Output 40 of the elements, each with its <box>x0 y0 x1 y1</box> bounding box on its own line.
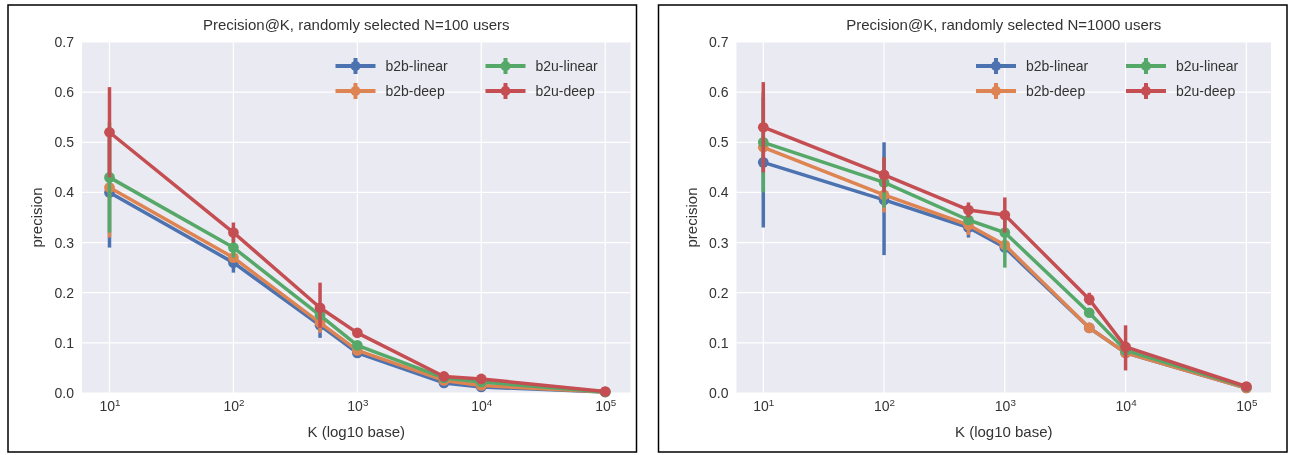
legend-label: b2u-deep <box>1176 83 1236 99</box>
y-tick-label: 0.6 <box>709 84 729 101</box>
legend-label: b2u-linear <box>1176 58 1239 74</box>
y-tick-label: 0.7 <box>54 33 75 50</box>
y-tick-label: 0.3 <box>709 234 729 251</box>
legend-label: b2b-deep <box>385 83 445 99</box>
y-tick-label: 0.5 <box>54 134 75 151</box>
chart-title: Precision@K, randomly selected N=100 users <box>202 16 510 33</box>
y-tick-label: 0.0 <box>709 384 729 401</box>
y-axis-title: precision <box>682 187 700 248</box>
y-tick-label: 0.4 <box>709 184 729 201</box>
legend-label: b2b-deep <box>1026 83 1086 99</box>
x-tick-label: 10$^{3}$ <box>994 396 1017 414</box>
y-tick-label: 0.1 <box>709 334 729 351</box>
legend-label: b2u-deep <box>535 83 595 99</box>
y-tick-label: 0.5 <box>709 134 729 151</box>
y-axis-title: precision <box>28 187 45 248</box>
x-tick-label: 10$^{1}$ <box>99 396 121 414</box>
y-tick-label: 0.3 <box>54 234 75 251</box>
x-tick-label: 10$^{5}$ <box>1236 396 1258 414</box>
y-tick-label: 0.0 <box>54 384 75 401</box>
x-tick-label: 10$^{2}$ <box>874 396 896 414</box>
legend-label: b2u-linear <box>535 58 599 74</box>
legend-label: b2b-linear <box>1026 58 1089 74</box>
y-tick-label: 0.6 <box>54 84 75 101</box>
y-tick-label: 0.4 <box>54 184 75 201</box>
x-axis-title: K (log10 base) <box>307 423 406 440</box>
legend-label: b2b-linear <box>385 58 449 74</box>
x-tick-label: 10$^{5}$ <box>595 396 617 414</box>
chart-title: Precision@K, randomly selected N=1000 users <box>846 16 1162 33</box>
y-tick-label: 0.2 <box>54 284 75 301</box>
x-tick-label: 10$^{1}$ <box>753 396 775 414</box>
y-tick-label: 0.2 <box>709 284 729 301</box>
y-tick-label: 0.1 <box>54 334 75 351</box>
y-tick-label: 0.7 <box>709 33 729 50</box>
x-tick-label: 10$^{4}$ <box>1115 396 1138 414</box>
x-tick-label: 10$^{2}$ <box>223 396 245 414</box>
x-axis-title: K (log10 base) <box>954 423 1053 440</box>
x-tick-label: 10$^{3}$ <box>347 396 369 414</box>
x-tick-label: 10$^{4}$ <box>471 396 493 414</box>
